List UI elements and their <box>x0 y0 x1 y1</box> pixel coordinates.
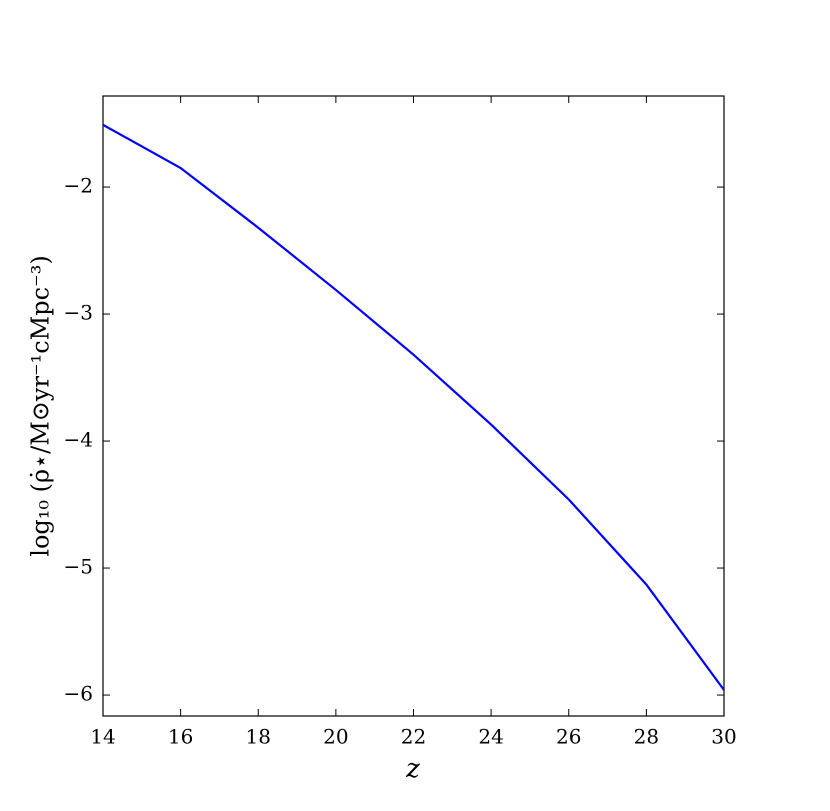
y-tick-label: −6 <box>64 682 93 706</box>
y-tick-label: −4 <box>64 428 93 452</box>
x-tick-label: 14 <box>90 725 115 749</box>
y-tick-label: −2 <box>64 174 93 198</box>
x-tick-label: 24 <box>478 725 503 749</box>
x-tick-label: 30 <box>711 725 736 749</box>
y-tick-label: −3 <box>64 301 93 325</box>
x-tick-label: 16 <box>168 725 193 749</box>
y-axis-label: log₁₀ (ρ̇⋆/M⊙yr⁻¹cMpc⁻³) <box>27 255 55 556</box>
x-tick-label: 22 <box>401 725 426 749</box>
x-tick-label: 20 <box>323 725 348 749</box>
y-tick-label: −5 <box>64 555 93 579</box>
x-tick-label: 18 <box>246 725 271 749</box>
x-axis-label: z <box>405 754 420 784</box>
plot-frame <box>102 95 725 717</box>
x-tick-label: 28 <box>634 725 659 749</box>
data-line <box>102 123 725 691</box>
x-tick-label: 26 <box>556 725 581 749</box>
